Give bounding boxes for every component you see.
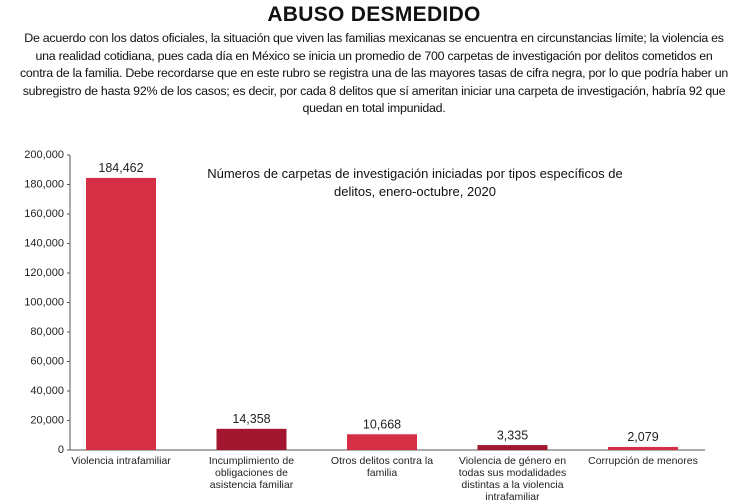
bar bbox=[347, 434, 417, 450]
y-tick-label: 120,000 bbox=[24, 267, 64, 279]
page-title: ABUSO DESMEDIDO bbox=[267, 3, 481, 26]
bar bbox=[608, 446, 678, 450]
x-tick-label: Violencia intrafamiliar bbox=[71, 455, 171, 467]
intro-text: De acuerdo con los datos oficiales, la s… bbox=[19, 31, 729, 116]
value-label: 10,668 bbox=[363, 418, 401, 432]
chart-title: Números de carpetas de investigación ini… bbox=[207, 166, 623, 199]
value-label: 3,335 bbox=[497, 428, 528, 442]
y-tick-label: 100,000 bbox=[24, 296, 64, 308]
y-tick-label: 80,000 bbox=[30, 326, 64, 338]
y-tick-label: 180,000 bbox=[24, 178, 64, 190]
y-tick-label: 140,000 bbox=[24, 237, 64, 249]
y-tick-label: 40,000 bbox=[30, 385, 64, 397]
bar bbox=[86, 177, 156, 450]
x-tick-label: Violencia de género en todas sus modalid… bbox=[458, 455, 567, 503]
value-label: 184,462 bbox=[98, 161, 143, 175]
y-tick-label: 200,000 bbox=[24, 149, 64, 161]
y-tick-label: 20,000 bbox=[30, 414, 64, 426]
value-label: 2,079 bbox=[627, 430, 658, 444]
x-tick-label: Incumplimiento de obligaciones de asiste… bbox=[208, 455, 295, 491]
bar bbox=[216, 428, 287, 450]
y-tick-label: 60,000 bbox=[30, 355, 64, 367]
x-tick-label: Corrupción de menores bbox=[588, 455, 698, 467]
y-tick-label: 0 bbox=[58, 444, 64, 456]
y-tick-label: 160,000 bbox=[24, 208, 64, 220]
bar bbox=[477, 445, 548, 450]
x-tick-label: Otros delitos contra la familia bbox=[330, 455, 434, 479]
value-label: 14,358 bbox=[232, 412, 270, 426]
